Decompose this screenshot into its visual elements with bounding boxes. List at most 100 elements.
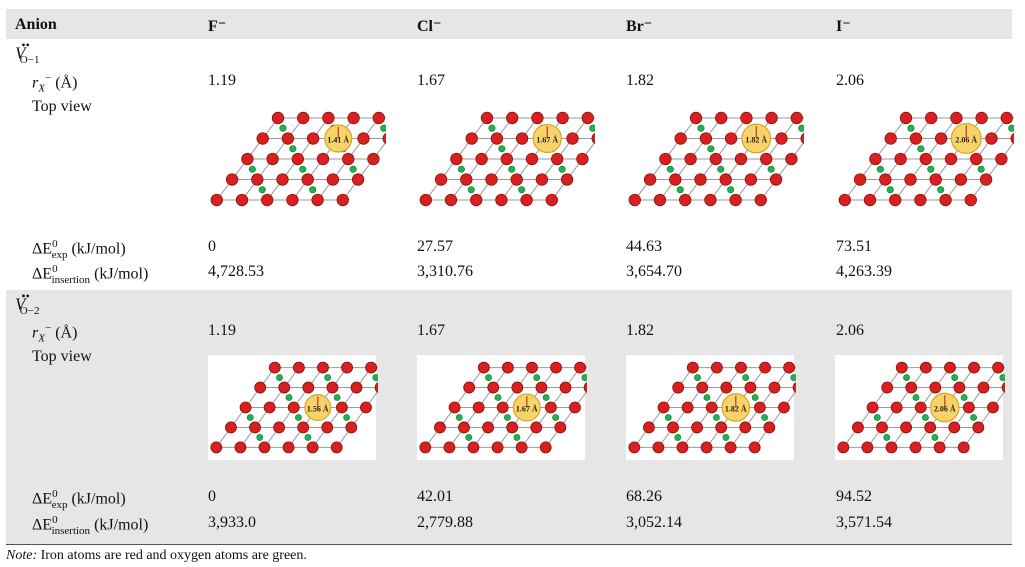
iron-atom [241,152,254,166]
oxygen-atom [279,124,287,132]
oxygen-atom [664,414,672,421]
iron-atom [317,361,329,374]
s1-exp-i: 73.51 [836,238,872,255]
iron-atom [669,173,682,186]
header-col-f: F⁻ [208,18,227,35]
iron-atom [515,132,529,145]
iron-atom [301,173,314,186]
oxygen-atom [581,374,587,381]
iron-atom [506,421,519,434]
iron-atom [525,152,539,166]
iron-atom [953,381,966,394]
iron-atom [254,381,267,394]
s1-radius-i: 2.06 [836,72,864,89]
iron-atom [689,111,703,125]
s2-ins-i: 3,571.54 [836,514,892,531]
iron-atom [487,381,500,394]
oxygen-atom [508,165,516,173]
iron-atom [985,132,998,145]
iron-atom [574,361,587,374]
iron-atom [335,401,348,414]
iron-atom [297,421,310,434]
vacancy-radius-label: 2.06 Å [955,135,977,144]
iron-atom [790,111,803,125]
iron-atom [419,441,432,454]
iron-atom [360,401,372,414]
oxygen-atom [977,165,985,173]
iron-atom [679,193,692,207]
iron-atom [863,193,877,207]
oxygen-atom [1008,124,1014,132]
s2-ins-f: 3,933.0 [208,514,256,531]
iron-atom [482,421,495,434]
iron-atom [326,381,339,394]
iron-atom [306,441,319,454]
iron-atom [256,132,269,145]
iron-atom [919,361,932,374]
iron-atom [316,152,330,166]
section-1-topview-label: Top view [32,98,92,115]
iron-atom [297,111,310,125]
oxygen-atom [790,374,796,381]
oxygen-atom [246,414,254,421]
oxygen-atom [917,145,925,153]
iron-atom [890,401,903,414]
iron-atom [987,401,999,414]
iron-atom [347,111,360,125]
iron-atom [700,441,713,454]
iron-atom [268,361,281,374]
iron-atom [336,193,349,207]
iron-atom [925,111,938,125]
iron-atom [434,173,448,186]
iron-atom [948,421,961,434]
iron-atom [705,401,718,414]
iron-atom [724,441,737,454]
iron-atom [950,111,963,125]
table-bottom-rule [6,544,1012,545]
iron-atom [239,401,252,414]
iron-atom [694,173,707,186]
oxygen-atom [722,434,730,441]
iron-atom [382,132,386,145]
oxygen-atom [494,394,502,401]
iron-atom [365,361,378,374]
iron-atom [510,173,523,186]
iron-atom [657,401,670,414]
iron-atom [1010,132,1014,145]
iron-atom [628,441,641,454]
iron-atom [490,132,504,145]
iron-atom [591,132,595,145]
vacancy-radius-label: 1.67 Å [536,135,558,144]
iron-atom [506,111,519,125]
s2-lattice-image-i: 2.06 Å [837,361,1005,454]
iron-atom [879,173,892,186]
iron-atom [710,361,723,374]
iron-atom [715,421,728,434]
iron-atom [894,152,907,166]
section-2-insertion-label: ΔE0insertion (kJ/mol) [32,514,149,537]
oxygen-atom [886,186,894,194]
oxygen-atom [485,374,492,381]
oxygen-atom [552,414,560,421]
iron-atom [278,381,291,394]
header-anion: Anion [15,16,57,33]
iron-atom [266,152,279,166]
oxygen-atom [558,165,566,173]
s2-exp-f: 0 [208,488,216,505]
iron-atom [330,441,343,454]
iron-atom [467,441,480,454]
s1-lattice-image-cl: 1.67 Å [419,111,595,207]
iron-atom [225,173,239,186]
s1-ins-i: 4,263.39 [836,263,892,280]
iron-atom [1000,111,1013,125]
iron-atom [686,361,699,374]
s2-radius-i: 2.06 [836,322,864,339]
oxygen-atom [666,165,674,173]
iron-atom [724,132,738,145]
iron-atom [472,401,485,414]
section-2-topview-label: Top view [32,348,92,365]
iron-atom [531,111,544,125]
iron-atom [783,361,796,374]
oxygen-atom [488,124,496,132]
s1-radius-cl: 1.67 [417,72,445,89]
